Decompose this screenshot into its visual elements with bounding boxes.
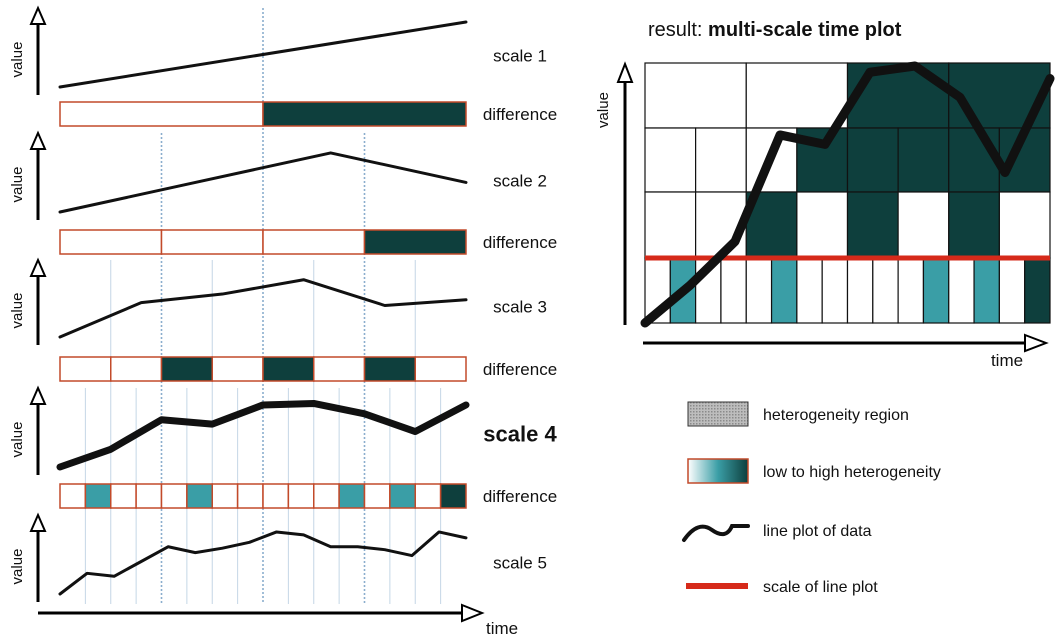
left-panel: value value value value value scale 1 scale 2 s… — [9, 5, 557, 638]
time-arrow-icon — [461, 603, 485, 623]
line-plot-swatch — [682, 524, 750, 542]
value-axis-label: value — [9, 549, 26, 585]
axis-arrow-icon — [29, 5, 47, 25]
legend: heterogeneity region low to high heteroge… — [682, 401, 941, 596]
value-axis-label: value — [9, 293, 26, 329]
heterogeneity-cell — [846, 257, 874, 324]
axis-arrow-icon — [616, 61, 634, 83]
time-axis-label: time — [486, 619, 518, 638]
heterogeneity-cell — [948, 127, 1000, 193]
scale-label: scale 2 — [493, 172, 547, 191]
axis-arrow-icon — [29, 385, 47, 405]
heterogeneity-cell — [973, 257, 1000, 324]
difference-cell — [160, 229, 264, 255]
time-axis-label: time — [991, 351, 1023, 370]
heterogeneity-cell — [897, 127, 950, 193]
difference-cell — [338, 483, 366, 509]
scale-line-label: scale of line plot — [763, 579, 878, 596]
time-arrow-icon — [1024, 333, 1049, 353]
difference-cell — [389, 483, 416, 509]
difference-cell — [211, 356, 264, 382]
line-plot-label: line plot of data — [763, 523, 872, 540]
data-line — [58, 278, 468, 339]
difference-cell — [262, 101, 467, 127]
data-line — [58, 151, 468, 214]
difference-label: difference — [483, 360, 557, 379]
heterogeneity-cell — [948, 191, 1000, 259]
heterogeneity-cell — [695, 127, 747, 193]
difference-label: difference — [483, 233, 557, 252]
difference-cell — [313, 356, 366, 382]
difference-label: difference — [483, 487, 557, 506]
axis-arrow-icon — [29, 512, 47, 532]
heterogeneity-cell — [644, 62, 747, 129]
heterogeneity-cell — [745, 62, 849, 129]
right-panel: result: multi-scale time plot value time — [595, 19, 1055, 370]
heterogeneity-cell — [998, 257, 1026, 324]
heterogeneity-region-swatch — [687, 401, 749, 427]
value-axis-label: value — [9, 422, 26, 458]
low-to-high-swatch — [687, 458, 749, 484]
heterogeneity-cell — [745, 257, 773, 324]
difference-cell — [59, 483, 87, 509]
value-axis-label: value — [9, 42, 26, 78]
heterogeneity-cell — [897, 257, 925, 324]
difference-cell — [160, 356, 213, 382]
heterogeneity-cell — [1024, 257, 1051, 324]
heterogeneity-cell — [821, 257, 849, 324]
heterogeneity-cell — [796, 257, 823, 324]
difference-cell — [363, 356, 416, 382]
result-line — [640, 61, 1055, 328]
heterogeneity-cell — [872, 257, 899, 324]
heterogeneity-cell — [998, 191, 1051, 259]
axis-arrow-icon — [29, 257, 47, 277]
difference-cell — [414, 483, 442, 509]
difference-cell — [287, 483, 315, 509]
difference-label: difference — [483, 105, 557, 124]
axis-arrow-icon — [29, 130, 47, 150]
difference-cell — [135, 483, 163, 509]
data-line — [56, 399, 470, 471]
difference-cell — [211, 483, 239, 509]
difference-cell — [439, 483, 467, 509]
difference-cell — [110, 356, 163, 382]
difference-cell — [262, 483, 290, 509]
heterogeneity-cell — [644, 127, 697, 193]
scale-label: scale 4 — [483, 422, 557, 447]
heterogeneity-region-label: heterogeneity region — [763, 407, 909, 424]
difference-cell — [59, 229, 163, 255]
difference-cell — [59, 101, 264, 127]
result-title: result: multi-scale time plot — [648, 19, 902, 41]
heterogeneity-cell — [846, 191, 899, 259]
difference-cell — [236, 483, 264, 509]
difference-cell — [262, 229, 366, 255]
scale-label: scale 3 — [493, 298, 547, 317]
heterogeneity-cell — [897, 191, 950, 259]
data-line — [58, 20, 468, 89]
difference-cell — [262, 356, 315, 382]
difference-cell — [160, 483, 188, 509]
difference-cell — [414, 356, 467, 382]
difference-cell — [186, 483, 213, 509]
difference-cell — [110, 483, 137, 509]
difference-cell — [59, 356, 112, 382]
heterogeneity-cell — [948, 257, 975, 324]
difference-cell — [84, 483, 112, 509]
difference-cell — [363, 483, 391, 509]
heterogeneity-cell — [846, 127, 899, 193]
heterogeneity-cell — [922, 257, 950, 324]
heterogeneity-cell — [644, 191, 697, 259]
scale-label: scale 5 — [493, 554, 547, 573]
scale-label: scale 1 — [493, 47, 547, 66]
value-axis-label: value — [9, 167, 26, 203]
heterogeneity-cell — [770, 257, 798, 324]
heterogeneity-cell — [720, 257, 747, 324]
difference-cell — [313, 483, 340, 509]
low-to-high-label: low to high heterogeneity — [763, 464, 941, 481]
heterogeneity-cell — [796, 191, 849, 259]
difference-cell — [363, 229, 467, 255]
value-axis-label: value — [595, 92, 612, 128]
data-line — [58, 530, 468, 596]
